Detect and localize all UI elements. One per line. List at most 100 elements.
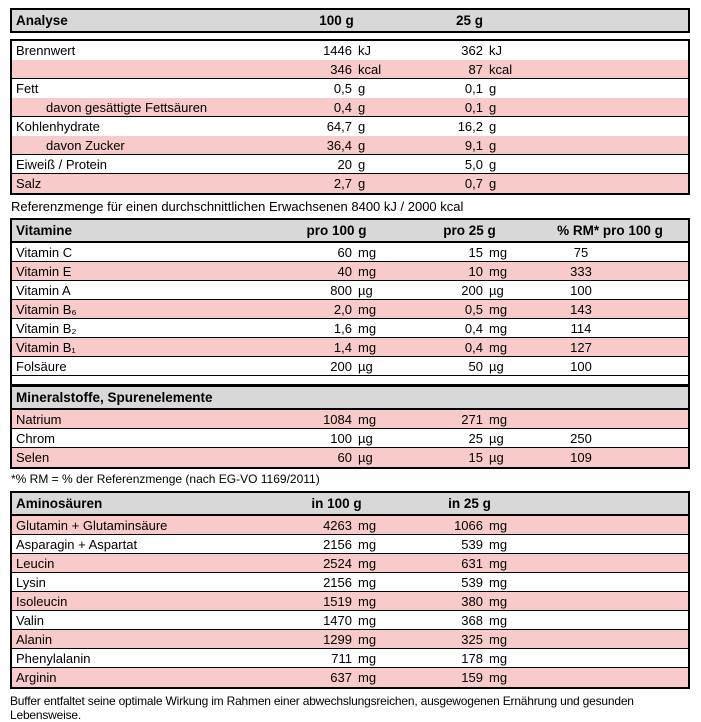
value-25g: 0,1 <box>464 81 483 96</box>
value-25g: 10 <box>468 264 483 279</box>
value-25g: 5,0 <box>464 157 483 172</box>
value-100g: 637 <box>330 670 352 685</box>
vitamine-mineralstoffe-table: Vitamine pro 100 g pro 25 g % RM* pro 10… <box>10 218 690 469</box>
column-header-in100g: in 100 g <box>311 496 362 511</box>
table-row-vitamin-e: Vitamin E 40 mg 10 mg 333 <box>12 262 688 281</box>
vitamine-header-row: Vitamine pro 100 g pro 25 g % RM* pro 10… <box>12 220 688 243</box>
value-25g: 0,7 <box>464 176 483 191</box>
value-100g: 1,4 <box>333 340 352 355</box>
value-25g: 9,1 <box>464 138 483 153</box>
value-rm: 250 <box>570 431 592 446</box>
value-25g: 271 <box>461 412 483 427</box>
value-100g: 100 <box>330 431 352 446</box>
analyse-header-box: Analyse 100 g 25 g <box>10 8 690 33</box>
aminosaeuren-title: Aminosäuren <box>16 496 103 511</box>
table-row-isoleucin: Isoleucin 1519 mg 380 mg <box>12 592 688 611</box>
row-label: Isoleucin <box>16 594 68 609</box>
row-label: Vitamin C <box>16 245 73 260</box>
unit-100g: µg <box>358 431 373 446</box>
value-rm: 75 <box>573 245 589 260</box>
value-25g: 159 <box>461 670 483 685</box>
table-row-leucin: Leucin 2524 mg 631 mg <box>12 554 688 573</box>
value-25g: 0,1 <box>464 100 483 115</box>
value-25g: 50 <box>468 359 483 374</box>
row-label: Natrium <box>16 412 62 427</box>
table-row-fett: Fett 0,5 g 0,1 g <box>12 79 688 98</box>
table-row-glutamin: Glutamin + Glutaminsäure 4263 mg 1066 mg <box>12 516 688 535</box>
value-25g: 0,4 <box>464 340 483 355</box>
unit-25g: µg <box>489 283 504 298</box>
unit-25g: mg <box>489 670 508 685</box>
table-row-valin: Valin 1470 mg 368 mg <box>12 611 688 630</box>
row-label: Vitamin B₆ <box>16 302 77 317</box>
table-row-folsaeure: Folsäure 200 µg 50 µg 100 <box>12 357 688 376</box>
unit-100g: mg <box>358 412 377 427</box>
value-25g: 368 <box>461 613 483 628</box>
row-label: Selen <box>16 450 50 465</box>
value-25g: 16,2 <box>457 119 483 134</box>
value-100g: 40 <box>337 264 352 279</box>
value-100g: 346 <box>330 62 352 77</box>
value-rm: 100 <box>570 359 592 374</box>
unit-100g: mg <box>358 537 377 552</box>
unit-25g: mg <box>489 613 508 628</box>
value-100g: 0,5 <box>333 81 352 96</box>
table-row-selen: Selen 60 µg 15 µg 109 <box>12 448 688 467</box>
value-25g: 631 <box>461 556 483 571</box>
unit-100g: mg <box>358 264 377 279</box>
analyse-title: Analyse <box>16 13 68 28</box>
value-25g: 200 <box>461 283 483 298</box>
table-row-phenylalanin: Phenylalanin 711 mg 178 mg <box>12 649 688 668</box>
value-100g: 20 <box>337 157 352 172</box>
unit-100g: mg <box>358 594 377 609</box>
unit-25g: mg <box>489 264 508 279</box>
row-label: Brennwert <box>16 43 76 58</box>
unit-25g: mg <box>489 340 508 355</box>
row-label: davon Zucker <box>46 138 125 153</box>
table-row-lysin: Lysin 2156 mg 539 mg <box>12 573 688 592</box>
row-label: Vitamin B₁ <box>16 340 76 355</box>
column-header-25g: 25 g <box>455 13 483 28</box>
unit-100g: kJ <box>358 43 371 58</box>
value-100g: 2156 <box>323 537 352 552</box>
unit-25g: mg <box>489 632 508 647</box>
unit-100g: kcal <box>358 62 382 77</box>
table-row-kcal: 346 kcal 87 kcal <box>12 60 688 79</box>
unit-100g: mg <box>358 556 377 571</box>
mineralstoffe-header-row: Mineralstoffe, Spurenelemente <box>12 385 688 410</box>
table-row-vitamin-c: Vitamin C 60 mg 15 mg 75 <box>12 243 688 262</box>
table-row-natrium: Natrium 1084 mg 271 mg <box>12 410 688 429</box>
value-100g: 2524 <box>323 556 352 571</box>
row-label: Kohlenhydrate <box>16 119 100 134</box>
value-100g: 200 <box>330 359 352 374</box>
unit-100g: mg <box>358 613 377 628</box>
column-header-rm: % RM* pro 100 g <box>557 223 663 238</box>
value-100g: 1,6 <box>333 321 352 336</box>
row-label: Fett <box>16 81 39 96</box>
value-25g: 539 <box>461 537 483 552</box>
value-rm: 100 <box>570 283 592 298</box>
unit-25g: mg <box>489 594 508 609</box>
section-spacer <box>12 376 688 385</box>
unit-100g: mg <box>358 632 377 647</box>
value-100g: 4263 <box>323 518 352 533</box>
unit-100g: g <box>358 176 366 191</box>
table-row-salz: Salz 2,7 g 0,7 g <box>12 174 688 193</box>
unit-100g: g <box>358 157 366 172</box>
unit-100g: g <box>358 81 366 96</box>
unit-25g: mg <box>489 412 508 427</box>
value-rm: 143 <box>570 302 592 317</box>
unit-25g: g <box>489 119 497 134</box>
unit-100g: mg <box>358 321 377 336</box>
value-25g: 1066 <box>454 518 483 533</box>
row-label: Leucin <box>16 556 55 571</box>
row-label: Folsäure <box>16 359 67 374</box>
unit-25g: mg <box>489 556 508 571</box>
column-header-in25g: in 25 g <box>448 496 491 511</box>
row-label: Lysin <box>16 575 46 590</box>
aminosaeuren-table: Aminosäuren in 100 g in 25 g Glutamin + … <box>10 491 690 689</box>
analyse-table: Brennwert 1446 kJ 362 kJ 346 kcal 87 kca… <box>10 39 690 195</box>
row-label: Chrom <box>16 431 56 446</box>
value-25g: 178 <box>461 651 483 666</box>
